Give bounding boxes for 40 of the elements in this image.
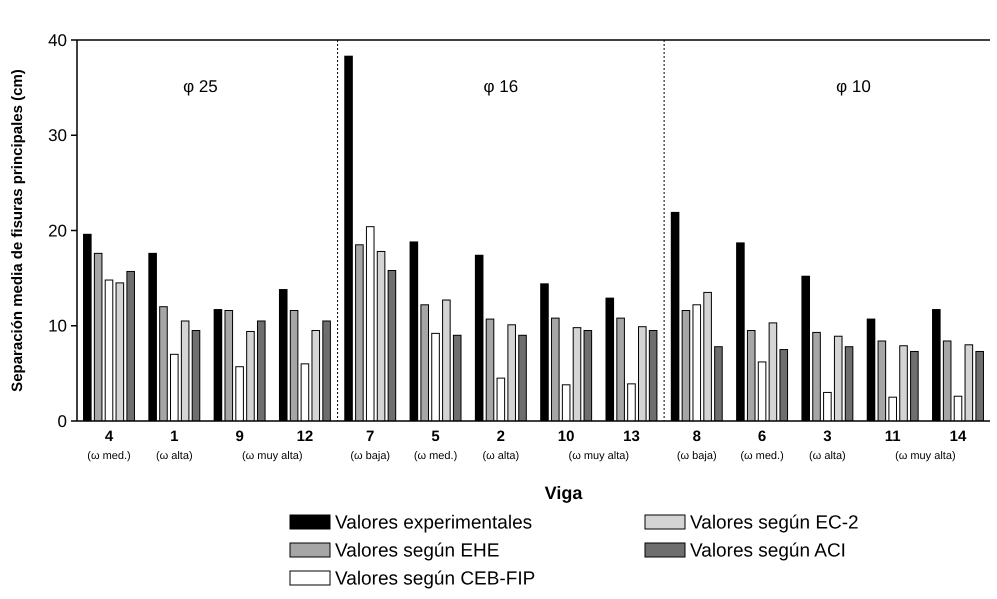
x-tick-label: 11	[884, 428, 901, 445]
legend-label: Valores según CEB-FIP	[335, 568, 536, 590]
x-tick-label: 2	[496, 428, 506, 445]
text: (ω alta)	[482, 450, 520, 462]
legend-label: Valores según EC-2	[690, 512, 859, 534]
y-tick-label: 0	[58, 412, 67, 431]
x-tick-label: 7	[366, 428, 374, 445]
x-tick-label: 1	[170, 428, 178, 445]
x-tick-label: 13	[623, 428, 640, 445]
text: (ω muy alta)	[568, 450, 630, 462]
annotation: φ 10	[836, 77, 871, 96]
legend-label: Valores experimentales	[335, 512, 532, 534]
legend-label: Valores según EHE	[335, 540, 500, 562]
text: (ω baja)	[350, 450, 390, 462]
text: (ω med.)	[414, 450, 458, 462]
x-tick-label: 4	[104, 428, 114, 445]
text: (ω med.)	[740, 450, 784, 462]
y-tick-label: 10	[48, 316, 67, 336]
x-tick-label: 3	[823, 428, 832, 445]
x-tick-label: 14	[950, 428, 967, 445]
x-tick-label: 9	[235, 428, 244, 445]
x-axis-title: Viga	[544, 483, 584, 503]
text: (ω muy alta)	[895, 450, 956, 462]
x-tick-label: 8	[692, 428, 701, 445]
annotation: φ 16	[484, 77, 518, 96]
text: (ω med.)	[87, 450, 131, 462]
annotation: φ 25	[183, 77, 218, 96]
x-tick-label: 12	[296, 428, 314, 445]
text: (ω baja)	[676, 450, 717, 462]
text: (ω alta)	[809, 450, 846, 462]
legend-label: Valores según ACI	[690, 540, 846, 562]
x-tick-label: 6	[758, 428, 766, 445]
y-axis-title: Separación media de fisuras principales (cm)	[9, 69, 26, 392]
text: (ω alta)	[156, 450, 193, 462]
y-tick-label: 20	[48, 221, 67, 240]
y-tick-label: 40	[48, 30, 67, 50]
text: (ω muy alta)	[242, 450, 303, 462]
x-tick-label: 10	[558, 428, 574, 445]
x-tick-label: 5	[431, 428, 440, 445]
y-tick-label: 30	[48, 126, 67, 146]
